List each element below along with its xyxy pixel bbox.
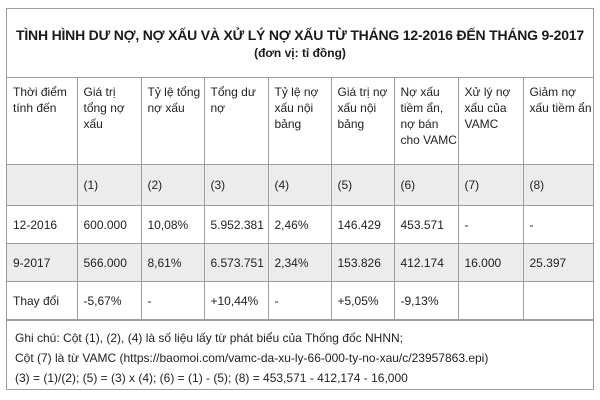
header-cell: Giá trị tổng nợ xấu: [76, 78, 142, 165]
table-cell: [457, 281, 524, 320]
table-cell: 153.826: [330, 243, 395, 282]
header-cell: Tỷ lệ tổng nợ xấu: [140, 78, 205, 165]
table-cell: +5,05%: [330, 281, 395, 320]
notes-section: Ghi chú: Cột (1), (2), (4) là số liệu lấ…: [7, 320, 593, 395]
note-line: (3) = (1)/(2); (5) = (3) x (4); (6) = (1…: [15, 371, 408, 385]
column-number-cell: (7): [457, 164, 524, 206]
column-number-cell: (4): [267, 164, 332, 206]
table-cell: 2,34%: [267, 243, 332, 282]
table-cell: -9,13%: [393, 281, 459, 320]
table-cell: -: [267, 281, 332, 320]
header-cell: Giá trị nợ xấu nội bảng: [330, 78, 395, 165]
header-cell: Tổng dư nợ: [203, 78, 269, 165]
table-cell: -: [140, 281, 205, 320]
table-cell: +10,44%: [203, 281, 269, 320]
table-cell: [522, 281, 593, 320]
unit-subtitle: (đơn vị: tỉ đồng): [254, 45, 346, 60]
table-cell: -: [457, 205, 524, 244]
title-area: TÌNH HÌNH DƯ NỢ, NỢ XẤU VÀ XỬ LÝ NỢ XẤU …: [7, 9, 593, 78]
table-cell: 566.000: [76, 243, 142, 282]
table-cell: 412.174: [393, 243, 459, 282]
table-cell: 8,61%: [140, 243, 205, 282]
header-cell: Tỷ lệ nợ xấu nội bảng: [267, 78, 332, 165]
table-frame: TÌNH HÌNH DƯ NỢ, NỢ XẤU VÀ XỬ LÝ NỢ XẤU …: [6, 8, 594, 390]
column-number-cell: (2): [140, 164, 205, 206]
header-row: Thời điểm tính đến Giá trị tổng nợ xấu T…: [7, 78, 593, 165]
note-line: Ghi chú: Cột (1), (2), (4) là số liệu lấ…: [15, 331, 403, 345]
table-cell: 600.000: [76, 205, 142, 244]
note-line: Cột (7) là từ VAMC (https://baomoi.com/v…: [15, 351, 489, 365]
column-number-cell: (1): [76, 164, 142, 206]
table-cell: 9-2017: [7, 243, 78, 282]
column-number-row: (1) (2) (3) (4) (5) (6) (7) (8): [7, 164, 593, 206]
table-cell: 453.571: [393, 205, 459, 244]
header-cell: Thời điểm tính đến: [7, 78, 78, 165]
column-number-cell: (5): [330, 164, 395, 206]
table-cell: 5.952.381: [203, 205, 269, 244]
table-row: 9-2017 566.000 8,61% 6.573.751 2,34% 153…: [7, 243, 593, 282]
header-cell: Xử lý nợ xấu của VAMC: [457, 78, 524, 165]
table-cell: -: [522, 205, 593, 244]
data-table: Thời điểm tính đến Giá trị tổng nợ xấu T…: [7, 78, 593, 320]
column-number-cell: (8): [522, 164, 593, 206]
table-cell: 146.429: [330, 205, 395, 244]
header-cell: Giảm nợ xấu tiềm ẩn: [522, 78, 593, 165]
column-number-cell: (3): [203, 164, 269, 206]
table-cell: -5,67%: [76, 281, 142, 320]
table-cell: 16.000: [457, 243, 524, 282]
table-cell: 2,46%: [267, 205, 332, 244]
table-cell: 25.397: [522, 243, 593, 282]
column-number-cell: (6): [393, 164, 459, 206]
table-row: 12-2016 600.000 10,08% 5.952.381 2,46% 1…: [7, 205, 593, 244]
table-cell: 12-2016: [7, 205, 78, 244]
column-number-cell: [7, 164, 78, 206]
table-cell: 10,08%: [140, 205, 205, 244]
table-title: TÌNH HÌNH DƯ NỢ, NỢ XẤU VÀ XỬ LÝ NỢ XẤU …: [16, 26, 584, 43]
table-cell: 6.573.751: [203, 243, 269, 282]
table-row: Thay đổi -5,67% - +10,44% - +5,05% -9,13…: [7, 281, 593, 320]
header-cell: Nợ xấu tiềm ẩn, nợ bán cho VAMC: [393, 78, 459, 165]
table-cell: Thay đổi: [7, 281, 78, 320]
